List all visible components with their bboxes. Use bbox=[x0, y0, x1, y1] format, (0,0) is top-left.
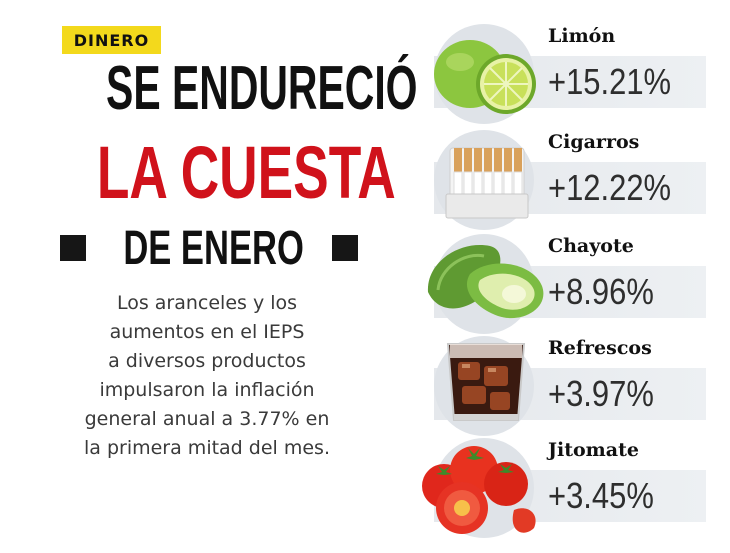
description: Los aranceles y los aumentos en el IEPS … bbox=[40, 289, 374, 463]
item-value: +8.96% bbox=[548, 271, 654, 312]
section-tag: DINERO bbox=[62, 26, 161, 54]
price-item-chayote: Chayote +8.96% bbox=[410, 232, 710, 334]
chayote-icon bbox=[427, 245, 544, 319]
price-item-refrescos: Refrescos +3.97% bbox=[410, 334, 710, 436]
item-name: Cigarros bbox=[548, 131, 640, 153]
description-line: Los aranceles y los bbox=[116, 292, 298, 314]
headline-line-3: DE ENERO bbox=[123, 222, 304, 275]
headline-line-1: SE ENDURECIÓ bbox=[106, 54, 418, 123]
tomato-icon bbox=[422, 446, 536, 534]
item-name: Refrescos bbox=[548, 337, 652, 359]
description-line: la primera mitad del mes. bbox=[84, 437, 330, 459]
black-square-left bbox=[60, 235, 86, 261]
description-line: general anual a 3.77% en bbox=[84, 408, 330, 430]
headline-line-3-row: DE ENERO bbox=[60, 223, 358, 273]
description-line: impulsaron la inflación bbox=[99, 379, 315, 401]
price-item-cigarros: Cigarros +12.22% bbox=[410, 128, 710, 230]
soda-glass-icon bbox=[446, 343, 526, 421]
item-value: +3.45% bbox=[548, 475, 654, 516]
price-item-jitomate: Jitomate +3.45% bbox=[410, 436, 710, 538]
item-value: +3.97% bbox=[548, 373, 654, 414]
black-square-right bbox=[332, 235, 358, 261]
item-value: +12.22% bbox=[548, 167, 672, 208]
price-item-limon: Limón +15.21% bbox=[410, 22, 710, 124]
headline-line-2: LA CUESTA bbox=[96, 131, 396, 214]
description-line: a diversos productos bbox=[108, 350, 306, 372]
item-name: Jitomate bbox=[548, 439, 639, 461]
lime-icon bbox=[434, 40, 536, 114]
item-value: +15.21% bbox=[548, 61, 672, 102]
item-name: Chayote bbox=[548, 235, 634, 257]
description-line: aumentos en el IEPS bbox=[109, 321, 305, 343]
item-name: Limón bbox=[548, 25, 616, 47]
cigarettes-icon bbox=[445, 147, 529, 219]
